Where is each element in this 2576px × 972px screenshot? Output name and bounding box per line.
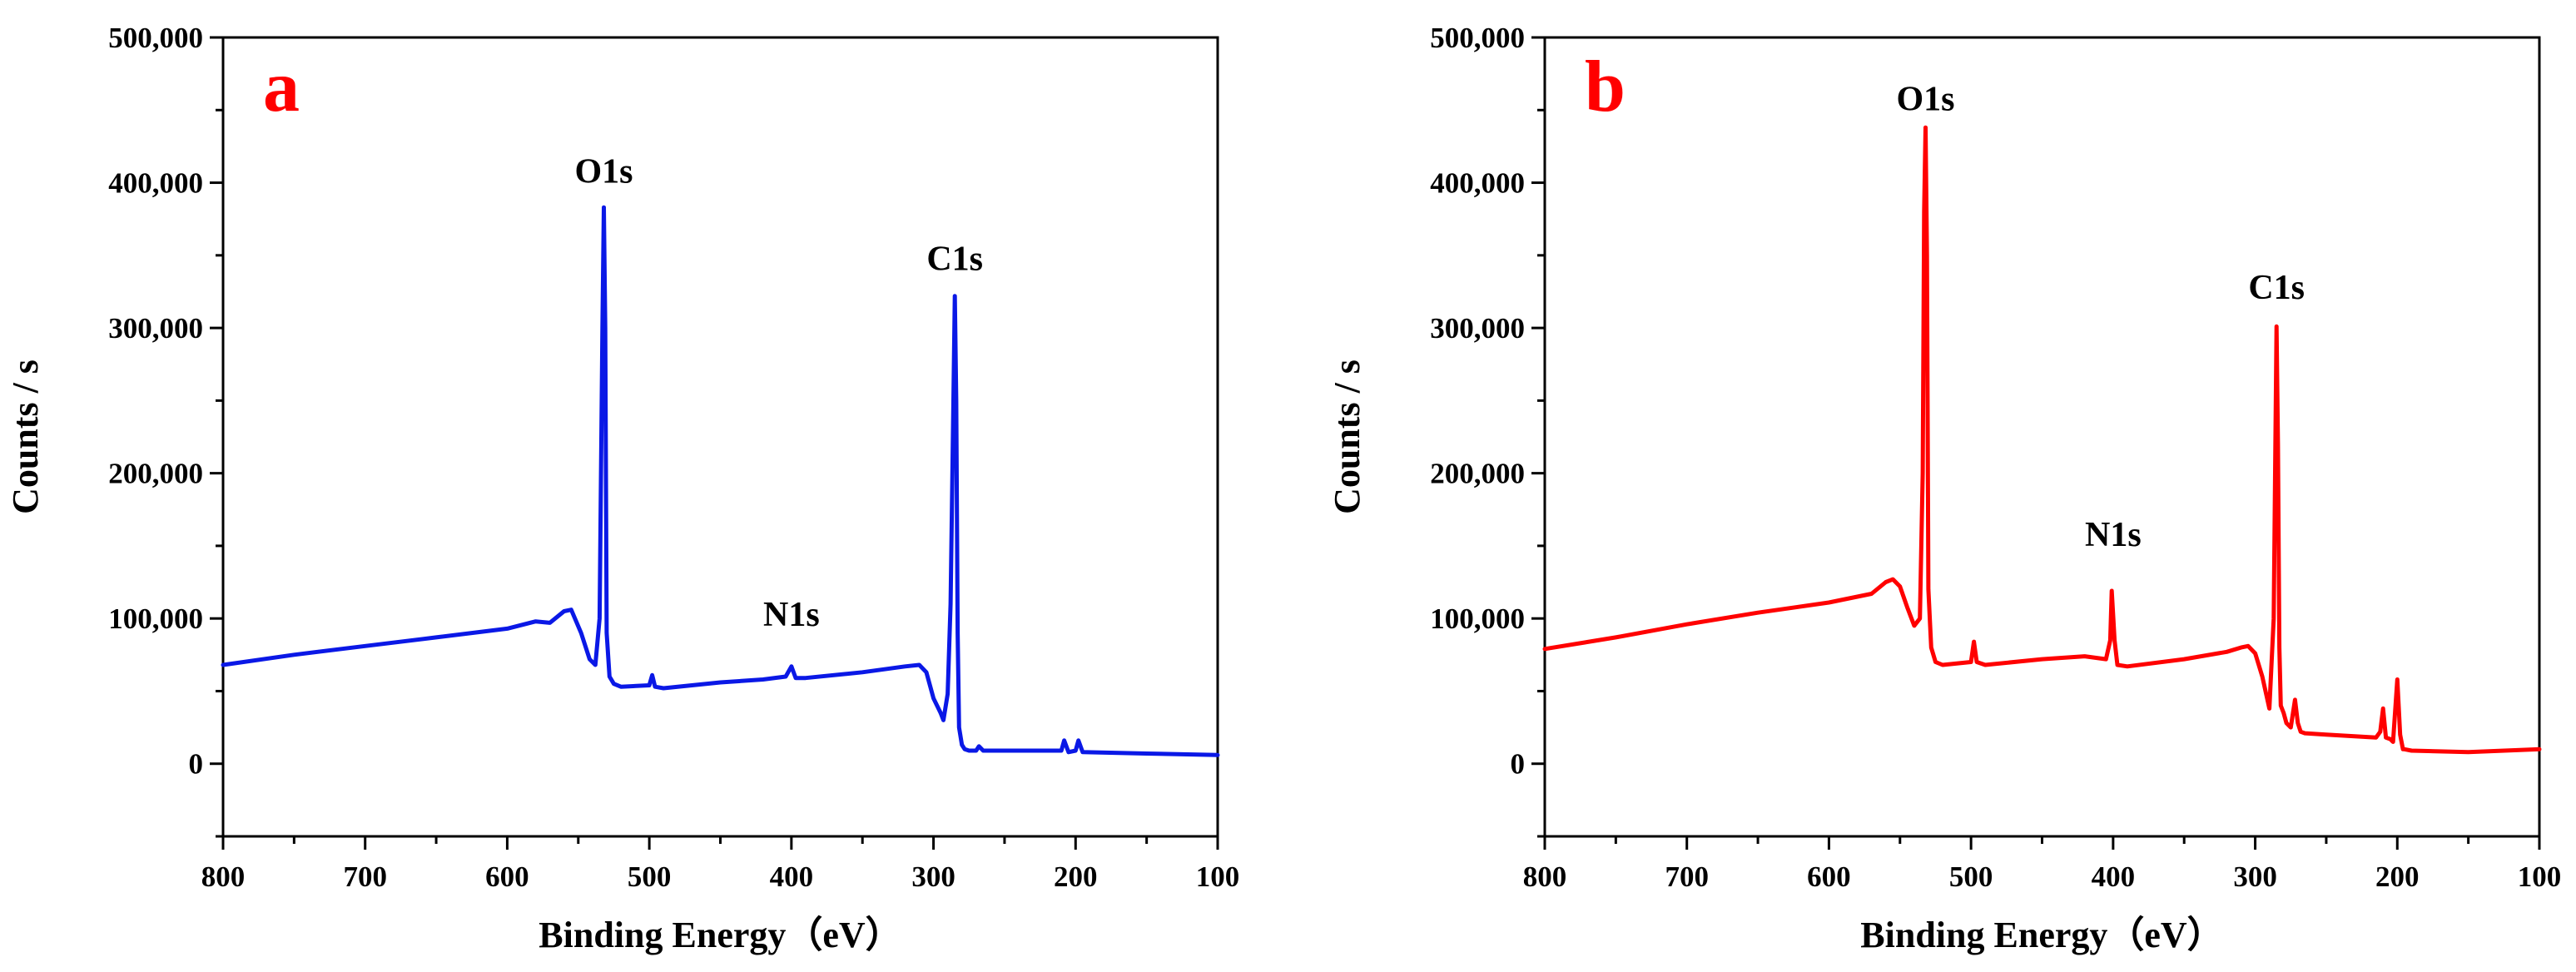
y-tick-label: 400,000 — [1430, 167, 1525, 200]
y-tick-label: 500,000 — [108, 22, 203, 54]
x-tick-label: 400 — [2092, 860, 2136, 893]
panel-letter: a — [263, 47, 300, 127]
x-axis-title: Binding Energy（eV） — [539, 915, 901, 955]
y-tick-label: 200,000 — [1430, 458, 1525, 490]
y-tick-label: 300,000 — [108, 312, 203, 345]
x-tick-label: 200 — [1054, 860, 1098, 893]
series-line-a — [221, 205, 1220, 757]
peak-label-c1s: C1s — [926, 240, 983, 278]
x-tick-label: 500 — [628, 860, 672, 893]
chart-panel-b: 800 700 600 500 400 300 200 100 500,000 400,000 30… — [1327, 22, 2561, 955]
peak-label-n1s: N1s — [763, 596, 820, 634]
x-tick-label: 300 — [911, 860, 955, 893]
y-tick-label: 0 — [1511, 748, 1526, 781]
x-tick-label: 200 — [2375, 860, 2420, 893]
x-tick-label: 700 — [1665, 860, 1709, 893]
y-tick-label: 200,000 — [108, 458, 203, 490]
y-axis-title: Counts / s — [5, 360, 46, 514]
peak-label-n1s: N1s — [2085, 516, 2142, 554]
y-tick-label: 300,000 — [1430, 312, 1525, 345]
y-tick-label: 500,000 — [1430, 22, 1525, 54]
x-tick-label: 600 — [1807, 860, 1851, 893]
panel-letter: b — [1585, 47, 1626, 127]
x-tick-label: 300 — [2233, 860, 2277, 893]
x-tick-label: 800 — [1523, 860, 1567, 893]
y-tick-label: 0 — [189, 748, 204, 781]
y-tick-label: 400,000 — [108, 167, 203, 200]
y-axis-title: Counts / s — [1327, 360, 1367, 514]
x-tick-label: 700 — [343, 860, 387, 893]
chart-panel-a: 800 700 600 500 400 300 200 100 500,000 400,000 30… — [5, 22, 1239, 955]
plot-frame — [221, 36, 1219, 838]
plot-frame — [1543, 36, 2541, 838]
x-tick-label: 600 — [485, 860, 529, 893]
x-tick-label: 100 — [2518, 860, 2562, 893]
series-line-b — [1542, 125, 2542, 755]
peak-label-o1s: O1s — [575, 153, 633, 191]
peak-label-o1s: O1s — [1897, 80, 1955, 118]
peak-label-c1s: C1s — [2248, 269, 2305, 307]
x-tick-label: 100 — [1196, 860, 1240, 893]
y-tick-label: 100,000 — [108, 603, 203, 635]
x-tick-label: 400 — [770, 860, 814, 893]
x-tick-label: 500 — [1949, 860, 1993, 893]
x-tick-label: 800 — [201, 860, 246, 893]
y-tick-label: 100,000 — [1430, 603, 1525, 635]
x-axis-title: Binding Energy（eV） — [1860, 915, 2223, 955]
